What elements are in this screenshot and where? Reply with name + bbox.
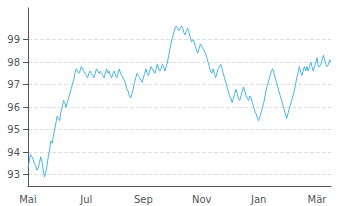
svg-text:98: 98 xyxy=(7,57,20,68)
svg-text:96: 96 xyxy=(7,102,20,113)
svg-text:Mär: Mär xyxy=(308,194,328,205)
svg-text:93: 93 xyxy=(7,169,20,180)
svg-text:Jul: Jul xyxy=(79,194,92,205)
svg-text:Jan: Jan xyxy=(250,194,266,205)
svg-text:97: 97 xyxy=(7,79,20,90)
svg-text:99: 99 xyxy=(7,34,20,45)
svg-text:Sep: Sep xyxy=(134,194,153,205)
svg-text:Nov: Nov xyxy=(192,194,212,205)
svg-text:Mai: Mai xyxy=(19,194,37,205)
svg-text:94: 94 xyxy=(7,147,20,158)
svg-text:95: 95 xyxy=(7,124,20,135)
